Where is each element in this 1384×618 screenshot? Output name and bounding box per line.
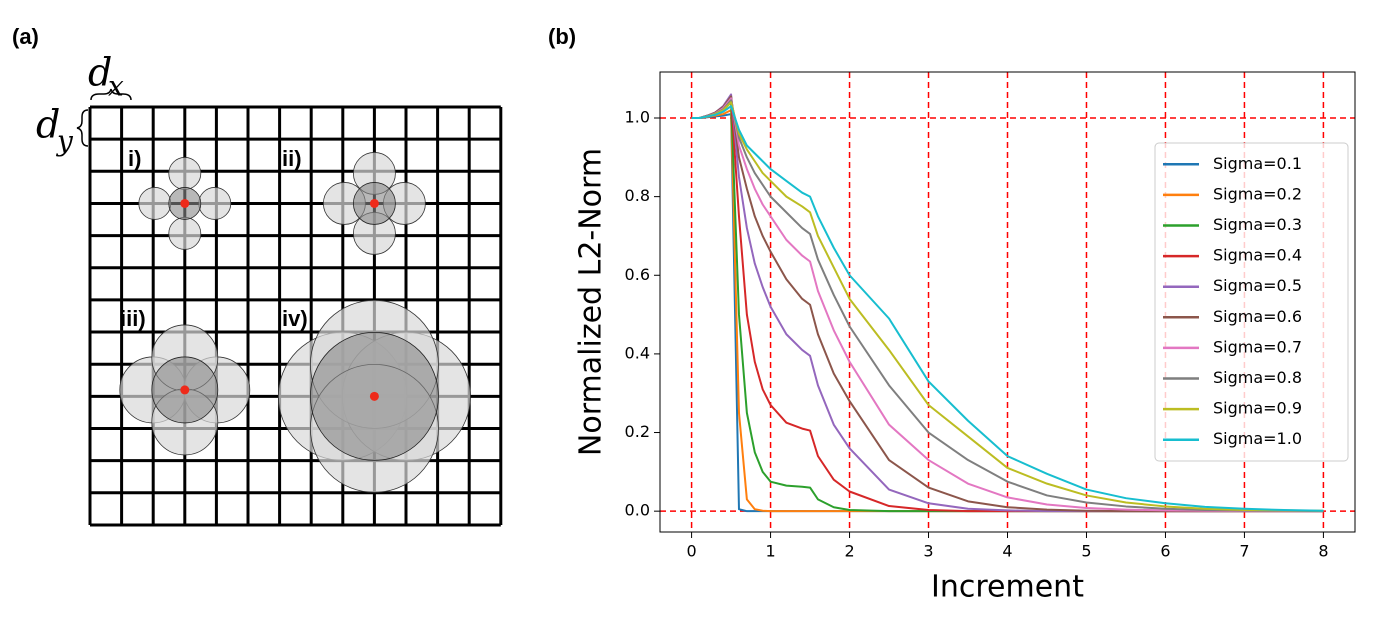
- legend-label: Sigma=0.6: [1213, 307, 1302, 326]
- neighbor-circle: [168, 217, 202, 250]
- y-tick-label: 0.6: [625, 265, 650, 284]
- series-line: [691, 105, 1324, 512]
- case-label: i): [128, 146, 141, 171]
- legend-box: [1154, 142, 1349, 462]
- center-point: [180, 198, 190, 208]
- x-axis-label: Increment: [931, 570, 1084, 605]
- legend-label: Sigma=1.0: [1213, 429, 1302, 448]
- neighbor-circle: [198, 187, 232, 220]
- series-line: [691, 97, 1324, 513]
- y-tick-label: 0.4: [625, 343, 650, 362]
- dx-brace: [90, 88, 132, 101]
- legend-label: Sigma=0.5: [1213, 276, 1302, 295]
- series-line: [691, 99, 1324, 513]
- x-tick-label: 6: [1160, 542, 1170, 561]
- legend-label: Sigma=0.7: [1213, 337, 1302, 356]
- center-point: [369, 198, 379, 208]
- x-tick-label: 2: [844, 542, 854, 561]
- neighbor-circle: [168, 157, 202, 190]
- panel-label: (b): [548, 24, 576, 49]
- case-label: iv): [282, 306, 308, 331]
- y-tick-label: 0.0: [625, 501, 650, 520]
- dx-subscript: x: [108, 70, 124, 103]
- legend-label: Sigma=0.8: [1213, 368, 1302, 387]
- legend-label: Sigma=0.2: [1213, 184, 1302, 203]
- y-tick-label: 0.8: [625, 186, 650, 205]
- legend-label: Sigma=0.9: [1213, 399, 1302, 418]
- x-tick-label: 1: [765, 542, 775, 561]
- grid-diagram: i) ii) iii) iv): [88, 105, 503, 527]
- dx-symbol: d: [88, 51, 112, 95]
- plot-frame: [659, 71, 1356, 533]
- case-label: ii): [282, 146, 302, 171]
- neighbor-circle: [138, 187, 172, 220]
- x-tick-label: 8: [1318, 542, 1328, 561]
- y-tick-label: 0.2: [625, 422, 650, 441]
- x-tick-label: 0: [686, 542, 696, 561]
- dy-brace: [76, 109, 89, 147]
- series-line: [691, 101, 1324, 512]
- case-label: iii): [120, 306, 146, 331]
- center-point: [369, 391, 379, 401]
- legend-label: Sigma=0.1: [1213, 154, 1302, 173]
- x-tick-label: 7: [1239, 542, 1249, 561]
- panel-label: (a): [12, 24, 39, 49]
- x-tick-label: 4: [1002, 542, 1012, 561]
- y-axis-label: Normalized L2-Norm: [574, 148, 609, 456]
- legend-label: Sigma=0.4: [1213, 246, 1302, 265]
- series-line: [691, 95, 1324, 513]
- x-tick-label: 5: [1081, 542, 1091, 561]
- x-tick-label: 3: [923, 542, 933, 561]
- center-point: [180, 385, 190, 395]
- dy-symbol: d: [36, 103, 60, 147]
- y-tick-label: 1.0: [625, 108, 650, 127]
- dy-subscript: y: [55, 125, 74, 158]
- legend-label: Sigma=0.3: [1213, 215, 1302, 234]
